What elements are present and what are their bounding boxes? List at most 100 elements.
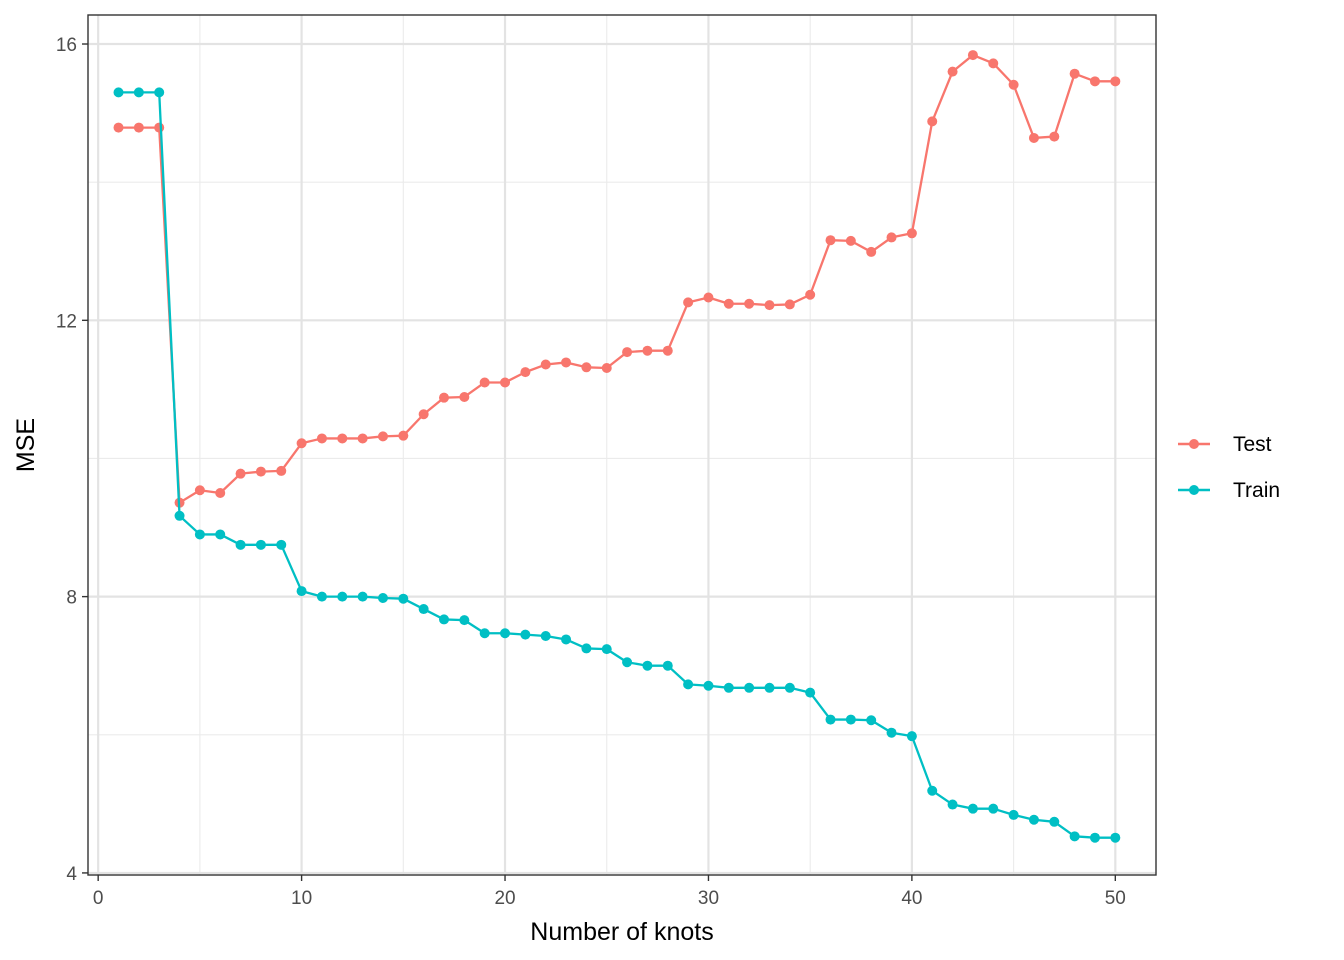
data-point-train	[866, 715, 877, 726]
data-point-train	[601, 644, 612, 655]
data-point-test	[764, 300, 775, 311]
data-point-train	[194, 529, 205, 540]
data-point-test	[1049, 131, 1060, 142]
data-point-test	[601, 362, 612, 373]
legend-item-train: Train	[1178, 479, 1280, 502]
data-point-train	[540, 630, 551, 641]
data-point-train	[683, 679, 694, 690]
data-point-test	[500, 377, 511, 388]
x-tick-label: 0	[93, 888, 104, 909]
data-point-train	[337, 591, 348, 602]
data-point-test	[947, 66, 958, 77]
data-point-train	[255, 539, 266, 550]
legend-key-point-train	[1189, 485, 1199, 495]
data-point-test	[113, 122, 124, 133]
data-point-train	[927, 785, 938, 796]
data-point-train	[357, 591, 368, 602]
series-line-test	[118, 53, 1116, 504]
data-point-train	[377, 593, 388, 604]
data-point-train	[276, 539, 287, 550]
data-point-train	[1069, 831, 1080, 842]
data-point-test	[337, 433, 348, 444]
data-point-train	[459, 615, 470, 626]
data-point-train	[1028, 814, 1039, 825]
data-point-test	[1028, 132, 1039, 143]
data-point-train	[581, 643, 592, 654]
y-axis-title: MSE	[12, 418, 40, 472]
x-tick-label: 50	[1105, 888, 1126, 909]
data-point-test	[418, 409, 429, 420]
data-point-train	[113, 87, 124, 98]
data-point-train	[439, 614, 449, 625]
data-point-train	[988, 803, 999, 814]
data-point-train	[316, 591, 327, 602]
data-point-test	[398, 430, 409, 441]
data-point-train	[479, 628, 490, 639]
data-point-test	[540, 359, 551, 370]
data-point-train	[174, 510, 185, 521]
data-point-test	[967, 50, 978, 61]
data-point-test	[703, 292, 714, 303]
data-point-test	[459, 391, 470, 402]
data-point-train	[1008, 809, 1019, 820]
data-point-train	[500, 628, 511, 639]
data-point-train	[561, 634, 572, 645]
series-train	[113, 87, 1121, 843]
data-point-train	[947, 799, 958, 810]
y-tick-label: 12	[56, 311, 77, 332]
legend: Test Train	[1178, 433, 1280, 502]
data-point-test	[377, 431, 388, 442]
data-point-test	[439, 392, 449, 403]
data-point-test	[561, 357, 572, 368]
data-point-train	[1049, 816, 1060, 827]
data-point-train	[215, 529, 226, 540]
data-point-train	[825, 714, 836, 725]
legend-label-train: Train	[1233, 479, 1280, 502]
data-point-train	[906, 731, 917, 742]
axis-ticks	[82, 43, 1117, 881]
data-point-test	[276, 465, 287, 476]
minor-gridlines	[88, 15, 1156, 875]
data-point-test	[744, 298, 755, 309]
data-point-train	[296, 586, 307, 597]
data-point-test	[296, 438, 307, 449]
data-point-train	[805, 687, 816, 698]
data-point-test	[805, 289, 816, 300]
data-point-test	[1069, 68, 1080, 79]
data-point-test	[1008, 79, 1019, 90]
data-point-test	[906, 228, 917, 239]
y-tick-label: 8	[66, 588, 77, 609]
data-point-train	[662, 660, 673, 671]
data-point-train	[784, 682, 795, 693]
data-point-train	[967, 803, 978, 814]
data-point-test	[927, 116, 938, 127]
legend-item-test: Test	[1178, 433, 1272, 456]
legend-key-point-test	[1189, 439, 1199, 449]
data-point-test	[988, 58, 999, 69]
data-point-train	[703, 680, 714, 691]
data-point-test	[133, 122, 144, 133]
data-series	[113, 50, 1121, 843]
y-tick-label: 4	[66, 864, 77, 885]
data-point-test	[520, 367, 531, 378]
data-point-test	[784, 299, 795, 310]
data-point-test	[642, 345, 653, 356]
data-point-test	[845, 235, 856, 246]
plot-panel	[88, 15, 1156, 875]
legend-label-test: Test	[1233, 433, 1272, 456]
data-point-train	[133, 87, 144, 98]
data-point-test	[479, 377, 490, 388]
data-point-train	[520, 629, 531, 640]
data-point-train	[1110, 832, 1121, 843]
data-point-test	[683, 297, 694, 308]
data-point-test	[215, 488, 226, 499]
data-point-test	[194, 485, 205, 496]
data-point-test	[581, 362, 592, 373]
data-point-train	[845, 714, 856, 725]
data-point-test	[886, 232, 897, 243]
data-point-train	[642, 660, 653, 671]
plot-panel-border	[87, 14, 1157, 876]
data-point-test	[662, 345, 673, 356]
x-tick-label: 30	[698, 888, 719, 909]
